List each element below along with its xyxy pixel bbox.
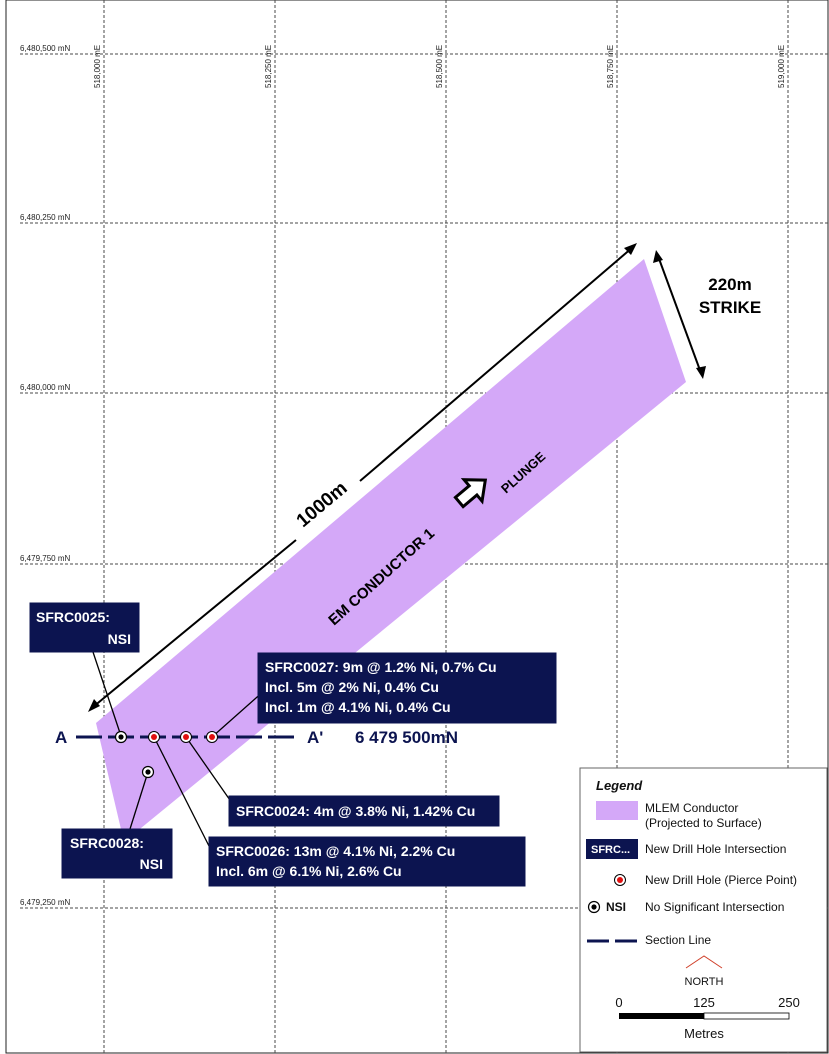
em-conductor-polygon — [96, 259, 686, 842]
callout-text: SFRC0027: 9m @ 1.2% Ni, 0.7% Cu — [265, 659, 497, 675]
drill-hole-sfrc0025 — [114, 730, 128, 744]
section-end-label: A' — [307, 728, 323, 747]
legend-item-label: (Projected to Surface) — [645, 816, 762, 830]
northing-label: 6,480,000 mN — [20, 383, 70, 392]
scale-tick-label: 125 — [693, 995, 715, 1010]
section-start-label: A — [55, 728, 67, 747]
callout-text: SFRC0026: 13m @ 4.1% Ni, 2.2% Cu — [216, 843, 455, 859]
easting-label: 518,750 mE — [606, 45, 615, 88]
easting-labels: 518,000 mE 518,250 mE 518,500 mE 518,750… — [93, 45, 786, 88]
north-arrow-icon — [685, 955, 723, 969]
callout-text: Incl. 1m @ 4.1% Ni, 0.4% Cu — [265, 699, 451, 715]
callout-sfrc0024: SFRC0024: 4m @ 3.8% Ni, 1.42% Cu — [228, 795, 500, 827]
legend-item-label: Section Line — [645, 933, 711, 947]
callout-sfrc0025: SFRC0025: NSI — [29, 602, 140, 653]
legend-intersection-swatch — [586, 839, 638, 859]
callout-text: NSI — [108, 631, 131, 647]
northing-labels: 6,480,500 mN 6,480,250 mN 6,480,000 mN 6… — [20, 44, 70, 907]
leader-lines — [92, 651, 266, 847]
legend-nsi-label: NSI — [606, 900, 626, 914]
strike-value: 220m — [708, 275, 751, 294]
scale-unit-label: Metres — [684, 1026, 724, 1041]
easting-label: 518,500 mE — [435, 45, 444, 88]
easting-label: 518,000 mE — [93, 45, 102, 88]
scale-bar — [619, 1012, 790, 1020]
strike-label: STRIKE — [699, 298, 761, 317]
callout-text: NSI — [140, 856, 163, 872]
north-label: NORTH — [685, 976, 724, 988]
northing-label: 6,480,500 mN — [20, 44, 70, 53]
legend-conductor-swatch — [596, 801, 638, 820]
scale-tick-label: 0 — [615, 995, 622, 1010]
legend-item-label: No Significant Intersection — [645, 900, 784, 914]
length-dimension-arrow — [88, 243, 637, 712]
legend-intersection-symbol: SFRC... — [591, 844, 630, 856]
drill-hole-sfrc0027 — [206, 731, 218, 743]
callout-sfrc0028: SFRC0028: NSI — [61, 828, 173, 879]
map-frame — [5, 0, 829, 1054]
easting-label: 518,250 mE — [264, 45, 273, 88]
drill-hole-sfrc0028 — [141, 765, 155, 779]
callout-text: Incl. 6m @ 6.1% Ni, 2.6% Cu — [216, 863, 402, 879]
drill-hole-sfrc0024 — [180, 731, 192, 743]
callout-text: SFRC0024: 4m @ 3.8% Ni, 1.42% Cu — [236, 803, 475, 819]
legend-item-label: MLEM Conductor — [645, 801, 738, 815]
legend-title: Legend — [596, 778, 643, 793]
section-northing-label: 6 479 500mN — [355, 728, 458, 747]
legend-item-label: New Drill Hole (Pierce Point) — [645, 873, 797, 887]
callout-text: SFRC0028: — [70, 835, 144, 851]
callout-sfrc0026: SFRC0026: 13m @ 4.1% Ni, 2.2% Cu Incl. 6… — [208, 836, 526, 887]
drill-hole-sfrc0026 — [148, 731, 160, 743]
legend-item-label: New Drill Hole Intersection — [645, 842, 786, 856]
easting-label: 519,000 mE — [777, 45, 786, 88]
callout-sfrc0027: SFRC0027: 9m @ 1.2% Ni, 0.7% Cu Incl. 5m… — [257, 652, 557, 724]
callout-text: Incl. 5m @ 2% Ni, 0.4% Cu — [265, 679, 439, 695]
strike-dimension-arrow — [653, 250, 706, 379]
scale-tick-label: 250 — [778, 995, 800, 1010]
callout-text: SFRC0025: — [36, 609, 110, 625]
northing-label: 6,479,750 mN — [20, 554, 70, 563]
legend-panel: Legend MLEM Conductor (Projected to Surf… — [579, 767, 828, 1053]
northing-label: 6,480,250 mN — [20, 213, 70, 222]
northing-label: 6,479,250 mN — [20, 898, 70, 907]
plunge-arrow-icon — [453, 478, 488, 509]
